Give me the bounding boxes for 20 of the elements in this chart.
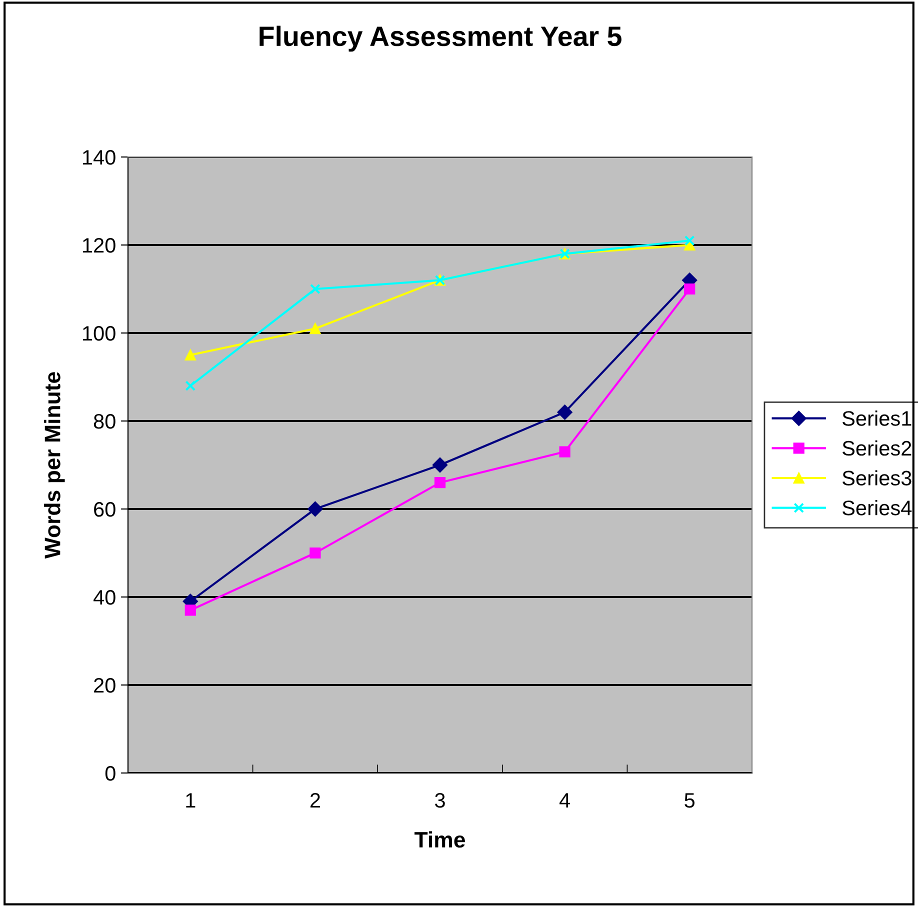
y-tick-label: 20 bbox=[94, 678, 116, 693]
y-tick-label: 40 bbox=[94, 590, 116, 605]
y-axis-title: Words per Minute bbox=[44, 372, 65, 559]
legend-label: Series2 bbox=[842, 440, 912, 456]
y-tick-label: 0 bbox=[105, 766, 116, 781]
legend-label: Series3 bbox=[842, 470, 912, 486]
y-tick-label: 140 bbox=[83, 150, 116, 165]
legend-label: Series1 bbox=[842, 410, 912, 426]
legend-label: Series4 bbox=[842, 500, 912, 516]
x-tick-label: 3 bbox=[435, 792, 445, 808]
x-axis-title: Time bbox=[414, 831, 465, 848]
x-tick-label: 5 bbox=[684, 793, 695, 808]
y-tick-label: 80 bbox=[94, 414, 116, 429]
y-tick-label: 60 bbox=[94, 502, 116, 517]
y-tick-label: 120 bbox=[83, 238, 116, 253]
x-tick-label: 2 bbox=[310, 792, 320, 808]
x-tick-label: 4 bbox=[559, 793, 570, 808]
chart-title: Fluency Assessment Year 5 bbox=[260, 26, 622, 52]
y-tick-label: 100 bbox=[83, 326, 116, 341]
x-tick-label: 1 bbox=[186, 793, 196, 808]
